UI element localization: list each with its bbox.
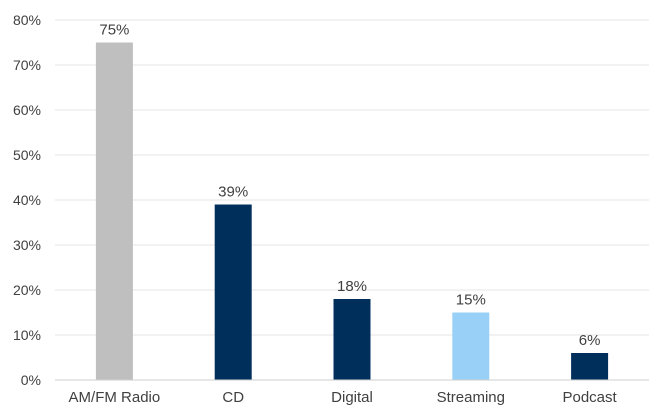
- data-label: 15%: [456, 292, 486, 309]
- y-tick-label: 0%: [21, 372, 41, 388]
- x-category-label: Podcast: [562, 389, 617, 406]
- data-label: 39%: [218, 184, 248, 201]
- data-label: 75%: [99, 22, 129, 39]
- bar: [95, 42, 133, 380]
- bar: [571, 353, 609, 380]
- data-labels: 75% 39% 18% 15% 6%: [99, 22, 600, 350]
- y-tick-label: 80%: [13, 12, 41, 28]
- y-axis-ticks: 0% 10% 20% 30% 40% 50% 60% 70% 80%: [13, 12, 41, 388]
- y-tick-label: 60%: [13, 102, 41, 118]
- x-axis-labels: AM/FM Radio CD Digital Streaming Podcast: [69, 389, 618, 406]
- data-label: 6%: [579, 332, 601, 349]
- y-tick-label: 50%: [13, 147, 41, 163]
- y-tick-label: 40%: [13, 192, 41, 208]
- x-category-label: Streaming: [437, 389, 505, 406]
- bar: [214, 204, 252, 380]
- y-tick-label: 10%: [13, 327, 41, 343]
- x-category-label: Digital: [331, 389, 373, 406]
- y-tick-label: 30%: [13, 237, 41, 253]
- bar: [333, 299, 371, 380]
- x-category-label: CD: [222, 389, 244, 406]
- y-tick-label: 20%: [13, 282, 41, 298]
- bar: [452, 312, 490, 380]
- bars: [95, 42, 609, 380]
- y-tick-label: 70%: [13, 57, 41, 73]
- gridlines: [55, 19, 649, 336]
- data-label: 18%: [337, 278, 367, 295]
- x-category-label: AM/FM Radio: [69, 389, 161, 406]
